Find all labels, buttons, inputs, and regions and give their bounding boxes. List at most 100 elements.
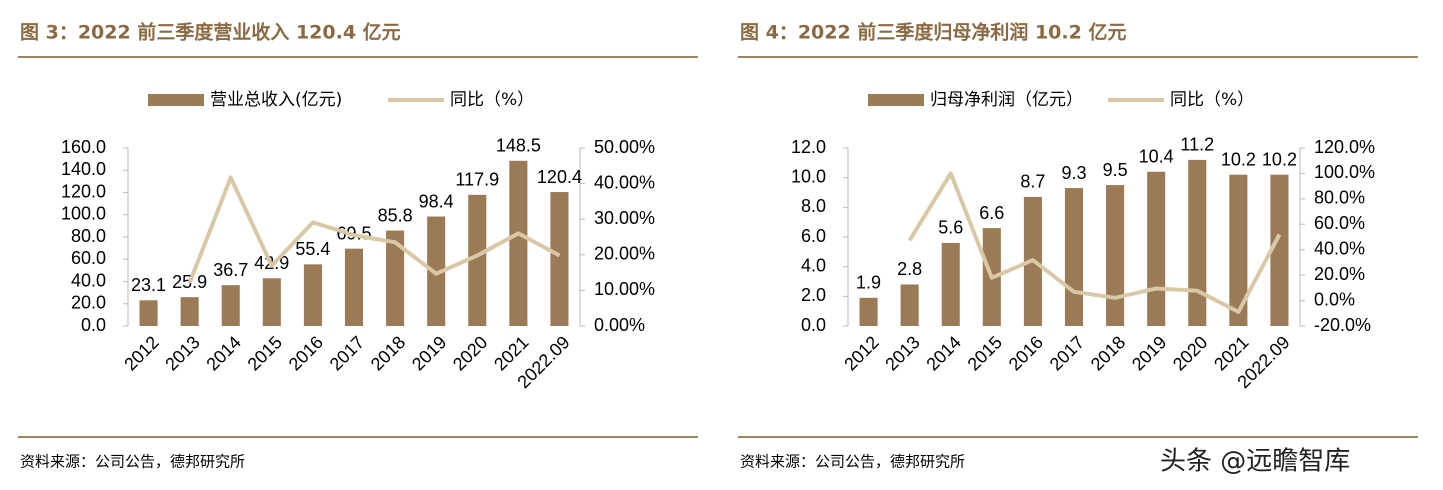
data-label: 36.7: [213, 260, 248, 280]
bar: [509, 160, 528, 326]
legend-label: 同比（%）: [1170, 90, 1254, 110]
legend-label: 归母净利润（亿元）: [930, 90, 1083, 110]
data-label: 148.5: [496, 136, 541, 156]
y-tick-label: 80.0: [71, 226, 106, 246]
bar: [1229, 174, 1248, 326]
y2-tick-label: 40.00%: [594, 172, 655, 192]
bar: [468, 194, 487, 326]
chart-title: 图 3：2022 前三季度营业收入 120.4 亿元: [20, 21, 401, 44]
x-tick-label: 2020: [449, 332, 491, 374]
chart-title: 图 4：2022 前三季度归母净利润 10.2 亿元: [740, 21, 1126, 44]
y2-tick-label: 80.0%: [1314, 188, 1365, 208]
data-label: 120.4: [537, 167, 582, 187]
bar: [221, 285, 240, 326]
bar: [941, 242, 960, 326]
x-tick-label: 2019: [1128, 332, 1170, 374]
x-tick-label: 2013: [161, 332, 203, 374]
x-tick-label: 2012: [120, 332, 162, 374]
y2-tick-label: 0.00%: [594, 315, 645, 335]
y2-tick-label: 20.0%: [1314, 264, 1365, 284]
data-label: 9.3: [1061, 163, 1086, 183]
source: 资料来源：公司公告，德邦研究所: [20, 453, 245, 471]
x-tick-label: 2013: [881, 332, 923, 374]
x-tick-label: 2017: [1046, 332, 1088, 374]
y-tick-label: 140.0: [61, 159, 106, 179]
data-label: 1.9: [856, 273, 881, 293]
bar: [262, 278, 281, 326]
data-label: 23.1: [131, 275, 166, 295]
x-tick-label: 2018: [1087, 332, 1129, 374]
y2-tick-label: 40.0%: [1314, 238, 1365, 258]
data-label: 8.7: [1020, 172, 1045, 192]
data-label: 5.6: [938, 218, 963, 238]
x-tick-label: 2018: [367, 332, 409, 374]
bar: [386, 230, 405, 326]
y-tick-label: 0.0: [801, 315, 826, 335]
y-tick-label: 100.0: [61, 204, 106, 224]
bar: [859, 297, 878, 326]
x-tick-label: 2015: [964, 332, 1006, 374]
bar: [139, 300, 158, 326]
y-tick-label: 160.0: [61, 137, 106, 157]
y2-tick-label: 0.0%: [1314, 289, 1355, 309]
x-tick-label: 2020: [1169, 332, 1211, 374]
y-tick-label: 12.0: [791, 137, 826, 157]
y-tick-label: 10.0: [791, 166, 826, 186]
bar: [344, 248, 364, 326]
y-tick-label: 4.0: [801, 255, 826, 275]
x-tick-label: 2016: [285, 332, 327, 374]
bar: [1064, 188, 1084, 326]
y-tick-label: 8.0: [801, 196, 826, 216]
data-label: 2.8: [897, 259, 922, 279]
data-label: 10.2: [1262, 149, 1297, 169]
x-tick-label: 2012: [840, 332, 882, 374]
line: [907, 171, 1282, 314]
y-tick-label: 40.0: [71, 270, 106, 290]
y2-tick-label: 10.00%: [594, 279, 655, 299]
bar: [303, 264, 322, 326]
data-label: 11.2: [1180, 135, 1214, 155]
x-tick-label: 2016: [1005, 332, 1047, 374]
legend-label: 同比（%）: [450, 90, 534, 110]
data-label: 9.5: [1103, 160, 1128, 180]
x-tick-label: 2014: [922, 332, 964, 374]
bar: [180, 297, 199, 326]
x-tick-label: 2019: [408, 332, 450, 374]
x-tick-label: 2017: [326, 332, 368, 374]
legend-swatch: [868, 94, 924, 106]
bar: [1106, 185, 1125, 326]
y2-tick-label: 60.0%: [1314, 213, 1365, 233]
y-tick-label: 120.0: [61, 181, 106, 201]
y-tick-label: 0.0: [81, 315, 106, 335]
y-tick-label: 60.0: [71, 248, 106, 268]
data-label: 6.6: [979, 203, 1004, 223]
data-label: 10.4: [1139, 146, 1174, 166]
source: 资料来源：公司公告，德邦研究所: [740, 453, 965, 471]
y2-tick-label: 120.0%: [1314, 137, 1375, 157]
line: [187, 175, 561, 284]
y-tick-label: 2.0: [801, 285, 826, 305]
x-tick-label: 2014: [202, 332, 244, 374]
legend-label: 营业总收入(亿元): [210, 90, 342, 110]
y2-tick-label: 50.00%: [594, 137, 655, 157]
data-label: 98.4: [419, 191, 454, 211]
y2-tick-label: 20.00%: [594, 244, 655, 264]
watermark: 头条 @远瞻智库: [1160, 447, 1350, 477]
data-label: 55.4: [295, 239, 330, 259]
bar: [1270, 174, 1289, 326]
y-tick-label: 6.0: [801, 226, 826, 246]
y2-tick-label: -20.0%: [1314, 315, 1371, 335]
data-label: 85.8: [378, 205, 413, 225]
bar: [1147, 171, 1166, 326]
y-tick-label: 20.0: [71, 293, 106, 313]
bar: [1188, 159, 1207, 326]
legend-swatch: [148, 94, 204, 106]
data-label: 117.9: [455, 170, 499, 190]
y2-tick-label: 100.0%: [1314, 162, 1375, 182]
y2-tick-label: 30.00%: [594, 208, 655, 228]
data-label: 10.2: [1221, 149, 1256, 169]
bar: [550, 192, 569, 326]
bar: [900, 284, 919, 326]
x-tick-label: 2015: [244, 332, 286, 374]
